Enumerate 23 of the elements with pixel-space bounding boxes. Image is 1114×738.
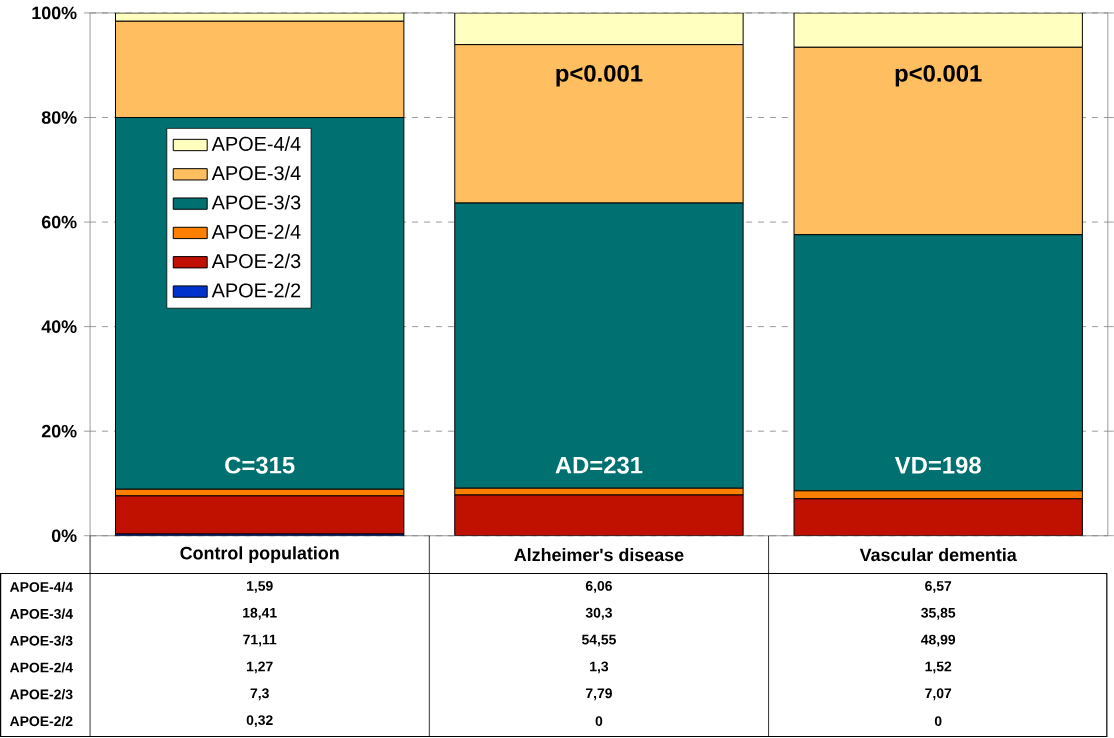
bar xyxy=(454,494,744,536)
annotation: VD=198 xyxy=(894,456,981,474)
y-tick-label: 40% xyxy=(41,320,77,333)
y-tick-label: 100% xyxy=(32,6,77,20)
annotation: AD=231 xyxy=(555,456,643,474)
bar xyxy=(793,498,1083,536)
bar xyxy=(115,495,404,534)
annotation: p<0.001 xyxy=(895,64,982,87)
legend-label: APOE-3/4 xyxy=(211,165,301,180)
y-tick-label: 80% xyxy=(41,110,77,124)
y-tick-label: 20% xyxy=(41,424,77,438)
legend-label: APOE-3/3 xyxy=(211,194,301,210)
legend-label: APOE-4/4 xyxy=(211,136,301,151)
legend-label: APOE-2/2 xyxy=(211,282,301,298)
annotation: C=315 xyxy=(225,456,295,474)
x-tick-label: Alzheimer's disease xyxy=(514,547,684,561)
annotation: p<0.001 xyxy=(556,64,643,87)
y-tick-label: 0% xyxy=(51,529,77,542)
x-tick-label: Vascular dementia xyxy=(859,547,1017,561)
legend-label: APOE-2/4 xyxy=(211,224,301,239)
x-tick-label: Control population xyxy=(180,546,339,563)
y-tick-label: 60% xyxy=(41,215,77,229)
legend-label: APOE-2/3 xyxy=(211,253,301,268)
